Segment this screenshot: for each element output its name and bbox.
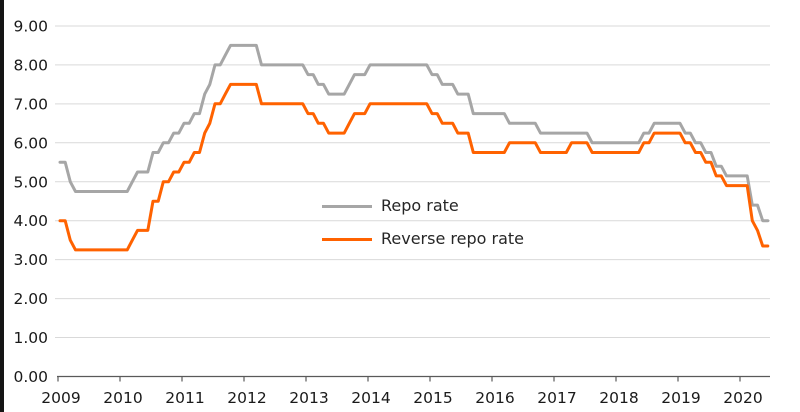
legend-label-reverse-repo-rate: Reverse repo rate bbox=[381, 229, 524, 248]
x-axis-label: 2019 bbox=[661, 389, 700, 407]
x-axis-label: 2017 bbox=[537, 389, 576, 407]
x-axis-label: 2009 bbox=[41, 389, 80, 407]
x-axis-label: 2012 bbox=[227, 389, 266, 407]
x-axis-label: 2020 bbox=[723, 389, 762, 407]
series-line-reverse-repo-rate bbox=[58, 82, 770, 252]
y-axis-label: 8.00 bbox=[13, 56, 48, 74]
chart-layer: 0.00 1.00 2.00 3.00 4.00 5.00 6.00 7.00 8.00 9.00… bbox=[13, 17, 770, 407]
x-axis-label: 2014 bbox=[351, 389, 390, 407]
y-axis-label: 3.00 bbox=[13, 251, 48, 269]
x-axis-label: 2013 bbox=[289, 389, 328, 407]
y-axis-label: 9.00 bbox=[13, 17, 48, 35]
y-axis-label: 4.00 bbox=[13, 212, 48, 230]
x-axis-label: 2016 bbox=[475, 389, 514, 407]
y-axis-label: 5.00 bbox=[13, 173, 48, 191]
repo-rate-line-swatch bbox=[322, 204, 372, 208]
reverse-repo-rate-line-swatch bbox=[322, 237, 372, 241]
x-axis-label: 2015 bbox=[413, 389, 452, 407]
y-axis-label: 6.00 bbox=[13, 134, 48, 152]
legend-label-repo-rate: Repo rate bbox=[381, 196, 459, 215]
x-axis-label: 2011 bbox=[165, 389, 204, 407]
x-axis-label: 2018 bbox=[599, 389, 638, 407]
legend-item-repo-rate: Repo rate bbox=[322, 196, 459, 216]
y-axis-label: 7.00 bbox=[13, 95, 48, 113]
x-axis-label: 2010 bbox=[103, 389, 142, 407]
series-line-repo-rate bbox=[58, 43, 770, 223]
legend-item-reverse-repo-rate: Reverse repo rate bbox=[322, 229, 524, 249]
y-axis-label: 1.00 bbox=[13, 329, 48, 347]
y-axis-label: 2.00 bbox=[13, 290, 48, 308]
y-axis-label: 0.00 bbox=[13, 368, 48, 386]
window-edge-bar bbox=[0, 0, 4, 412]
